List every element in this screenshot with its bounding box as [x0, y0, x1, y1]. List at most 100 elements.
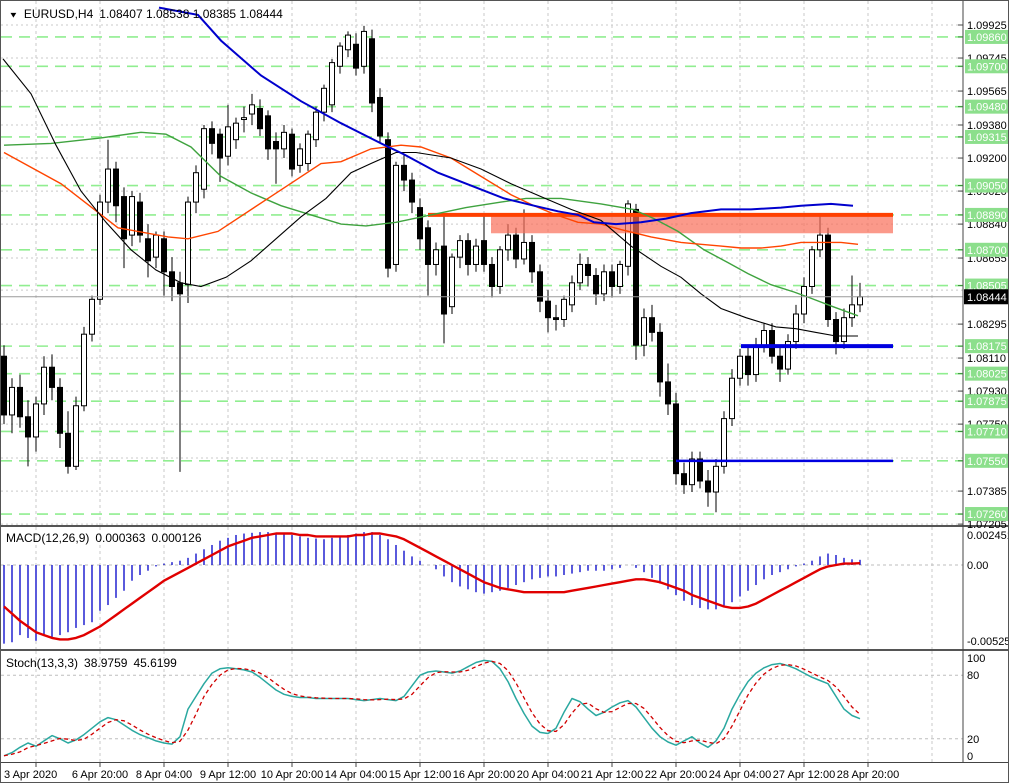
bull-candle	[313, 111, 319, 141]
macd-signal-line	[3, 532, 861, 641]
bull-candle	[793, 313, 799, 343]
level-price-label: 1.08700	[967, 245, 1007, 257]
bull-candle	[321, 87, 327, 113]
bull-candle	[641, 317, 647, 346]
price-axis-label: 1.08840	[967, 219, 1007, 231]
level-price-label: 1.07710	[967, 426, 1007, 438]
bear-candle	[465, 240, 471, 265]
time-axis-label: 3 Apr 2020	[4, 769, 57, 781]
time-axis-label: 16 Apr 20:00	[453, 769, 515, 781]
bear-candle	[769, 330, 775, 357]
bull-candle	[505, 234, 511, 251]
level-price-badge	[965, 99, 1008, 114]
level-price-badge	[965, 394, 1008, 409]
stoch-axis-80-label: 80	[967, 670, 979, 682]
stoch-indicator-label: Stoch(13,3,3) 38.9759 45.6199	[6, 656, 177, 670]
bull-candle	[185, 201, 191, 286]
level-price-badge	[965, 366, 1008, 381]
bull-candle	[9, 386, 15, 416]
bull-candle	[361, 30, 367, 67]
time-axis-label: 28 Apr 20:00	[837, 769, 899, 781]
bear-candle	[681, 473, 687, 486]
bear-candle	[665, 381, 671, 405]
price-axis-label: 1.07385	[967, 486, 1007, 498]
bear-candle	[265, 115, 271, 150]
bull-candle	[849, 304, 855, 319]
stoch-d-line	[3, 660, 861, 757]
bull-candle	[841, 317, 847, 343]
bull-candle	[33, 403, 39, 438]
bear-candle	[585, 263, 591, 276]
stoch-k-value: 38.9759	[84, 656, 128, 670]
bull-candle	[73, 405, 79, 467]
bull-candle	[753, 344, 759, 376]
bull-candle	[297, 148, 303, 166]
bear-candle	[113, 168, 119, 207]
bull-candle	[857, 296, 863, 306]
level-price-badge	[965, 424, 1008, 439]
bull-candle	[561, 298, 567, 321]
bull-candle	[281, 131, 287, 150]
level-price-badge	[965, 59, 1008, 74]
time-axis-label: 22 Apr 20:00	[645, 769, 707, 781]
current-price-label: 1.08444	[967, 292, 1007, 304]
level-price-badge	[965, 129, 1008, 144]
stoch-k-line	[3, 659, 861, 757]
level-price-badge	[965, 278, 1008, 293]
bear-candle	[161, 238, 167, 273]
level-price-badge	[965, 453, 1008, 468]
price-axis-label: 1.08295	[967, 319, 1007, 331]
time-axis-label: 24 Apr 04:00	[709, 769, 771, 781]
time-axis-label: 21 Apr 12:00	[581, 769, 643, 781]
bull-candle	[569, 282, 575, 306]
ma-black-line	[2, 58, 858, 337]
bull-candle	[625, 203, 631, 267]
bear-candle	[25, 416, 31, 438]
stoch-axis-100-label: 100	[967, 653, 985, 665]
stoch-axis-20-label: 20	[967, 734, 979, 746]
bear-candle	[529, 241, 535, 273]
bear-candle	[257, 107, 263, 130]
bull-candle	[89, 298, 95, 335]
bull-candle	[761, 330, 767, 346]
bull-candle	[785, 341, 791, 370]
bear-candle	[633, 208, 639, 346]
bull-candle	[497, 249, 503, 287]
bull-candle	[521, 241, 527, 260]
price-axis-label: 1.07205	[967, 519, 1007, 531]
bull-candle	[617, 263, 623, 287]
time-axis-label: 6 Apr 20:00	[72, 769, 128, 781]
bull-candle	[721, 418, 727, 467]
bull-candle	[737, 355, 743, 379]
bull-candle	[809, 249, 815, 287]
bear-candle	[417, 207, 423, 240]
resistance-zone[interactable]	[491, 214, 893, 234]
symbol-ohlc-values: 1.08407 1.08538 1.08385 1.08444	[99, 7, 283, 21]
bear-candle	[489, 263, 495, 287]
bear-candle	[705, 480, 711, 493]
bull-candle	[457, 240, 463, 258]
bull-candle	[241, 117, 247, 121]
bear-candle	[17, 386, 23, 418]
bear-candle	[401, 164, 407, 181]
bear-candle	[57, 386, 63, 434]
bull-candle	[433, 249, 439, 265]
bear-candle	[673, 403, 679, 475]
bear-candle	[217, 133, 223, 159]
bear-candle	[697, 458, 703, 482]
time-axis-label: 27 Apr 12:00	[773, 769, 835, 781]
bull-candle	[249, 104, 255, 115]
bull-candle	[97, 201, 103, 300]
symbol-title: ▼ EURUSD,H4 1.08407 1.08538 1.08385 1.0844…	[9, 7, 283, 21]
bull-candle	[225, 126, 231, 157]
bear-candle	[833, 319, 839, 343]
chevron-down-icon[interactable]: ▼	[8, 10, 19, 20]
level-price-label: 1.08890	[967, 210, 1007, 222]
bear-candle	[425, 227, 431, 265]
level-price-badge	[965, 207, 1008, 222]
bear-candle	[177, 282, 183, 295]
symbol-name: EURUSD,H4	[23, 7, 94, 21]
